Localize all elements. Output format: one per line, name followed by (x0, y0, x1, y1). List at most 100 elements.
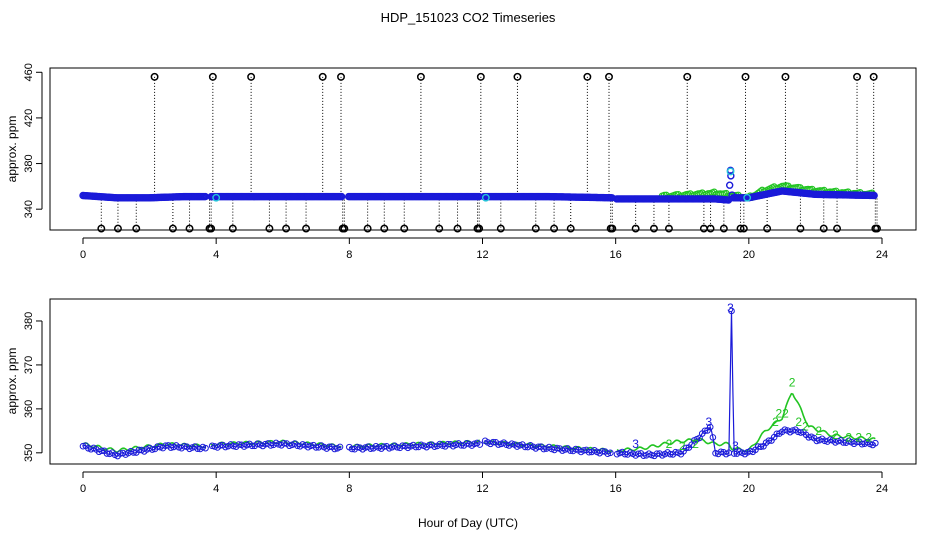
low-reading-marker (97, 224, 106, 233)
low-reading-marker (719, 224, 728, 233)
blue-series-point (326, 443, 333, 451)
low-reading-marker (380, 224, 389, 233)
blue-series-point (412, 443, 420, 451)
low-reading-marker (833, 224, 842, 233)
blue-series-line (82, 310, 876, 457)
high-reading-marker (247, 72, 256, 81)
x-tick-label: 0 (80, 249, 86, 261)
low-reading-marker (566, 224, 575, 233)
high-reading-marker (741, 72, 750, 81)
blue-series-point (706, 423, 714, 431)
blue-series-point (535, 443, 542, 451)
high-reading-marker (605, 72, 613, 81)
high-reading-marker (683, 72, 692, 81)
y-tick-label: 370 (23, 356, 35, 374)
digit-label: 2 (802, 419, 809, 433)
blue-series-point (336, 443, 344, 451)
upper-y-axis-label: approx. ppm (5, 116, 19, 183)
high-reading-marker (318, 72, 327, 81)
x-tick-label: 12 (476, 483, 488, 495)
x-tick-label: 12 (476, 249, 488, 261)
digit-label: 2 (845, 430, 852, 444)
x-tick-label: 20 (743, 249, 755, 261)
blue-series-point (167, 444, 175, 451)
x-tick-label: 8 (346, 483, 352, 495)
x-axis-label: Hour of Day (UTC) (418, 516, 518, 530)
y-tick-label: 460 (23, 63, 35, 81)
high-reading-marker (869, 72, 878, 81)
low-reading-marker (453, 224, 462, 233)
low-reading-marker (435, 224, 444, 233)
low-reading-marker (819, 224, 828, 233)
low-reading-marker (168, 224, 177, 233)
blue-series-point (757, 443, 765, 451)
low-reading-marker (739, 224, 748, 233)
cyan-marker (212, 193, 221, 202)
low-reading-marker (496, 224, 505, 233)
high-reading-marker (781, 72, 790, 81)
low-reading-marker (631, 224, 640, 233)
blue-series-point (709, 434, 717, 441)
lower-plot-frame (49, 298, 917, 465)
digit-label: 2 (865, 430, 872, 444)
upper-plot-frame (49, 67, 917, 231)
blue-series-point (463, 440, 470, 447)
x-tick-label: 8 (346, 249, 352, 261)
blue-series-point (599, 448, 606, 455)
high-reading-marker (416, 72, 425, 81)
digit-label: 2 (855, 430, 862, 444)
x-tick-label: 24 (876, 483, 888, 495)
low-reading-marker (664, 224, 673, 233)
blue-series-point (765, 437, 773, 444)
digit-label: 2 (666, 437, 673, 451)
blue-series-point (280, 439, 288, 447)
y-tick-label: 420 (23, 109, 35, 127)
high-reading-marker (150, 72, 159, 81)
upper-panel: approx. ppm 0 4 8 12 16 20 24 340 380 420 460 (5, 63, 917, 261)
low-reading-marker (475, 224, 484, 233)
high-reading-marker (208, 72, 217, 81)
digit-label: 2 (795, 415, 802, 429)
blue-series-point (489, 438, 497, 446)
low-reading-marker (132, 224, 141, 233)
low-reading-marker (608, 224, 617, 233)
low-reading-marker (873, 224, 881, 233)
digit-label: 3 (706, 415, 713, 429)
blue-series-point (431, 443, 438, 450)
blue-series-point (148, 446, 156, 453)
blue-series-point (725, 181, 734, 189)
blue-series-point (607, 449, 614, 457)
y-tick-label: 360 (23, 400, 35, 418)
low-reading-marker (763, 224, 772, 233)
low-reading-marker (302, 224, 311, 233)
x-tick-label: 20 (743, 483, 755, 495)
y-tick-label: 380 (23, 312, 35, 330)
x-tick-label: 4 (213, 249, 219, 261)
blue-series-point (337, 192, 346, 201)
y-tick-label: 340 (23, 200, 35, 218)
blue-series-point (781, 426, 789, 434)
low-reading-marker (796, 224, 805, 233)
green-series-line (82, 392, 876, 453)
blue-series-point (130, 449, 137, 456)
low-reading-marker (531, 224, 540, 233)
blue-series-point (399, 442, 406, 449)
digit-label: 2 (775, 406, 782, 420)
high-reading-marker (476, 72, 485, 81)
blue-series-point (180, 442, 188, 450)
blue-series-point (717, 448, 725, 456)
blue-series-point (728, 307, 735, 315)
blue-series-point (553, 444, 561, 452)
low-reading-marker (550, 224, 559, 233)
blue-series-point (682, 444, 690, 452)
blue-series-point (701, 427, 709, 435)
high-reading-marker (583, 72, 592, 81)
blue-series-point (267, 442, 275, 449)
low-reading-marker (340, 224, 349, 233)
blue-series-point (797, 429, 805, 436)
low-reading-marker (265, 224, 274, 233)
digit-label: 2 (782, 406, 789, 420)
low-reading-marker (400, 224, 409, 233)
high-reading-marker (513, 72, 522, 81)
